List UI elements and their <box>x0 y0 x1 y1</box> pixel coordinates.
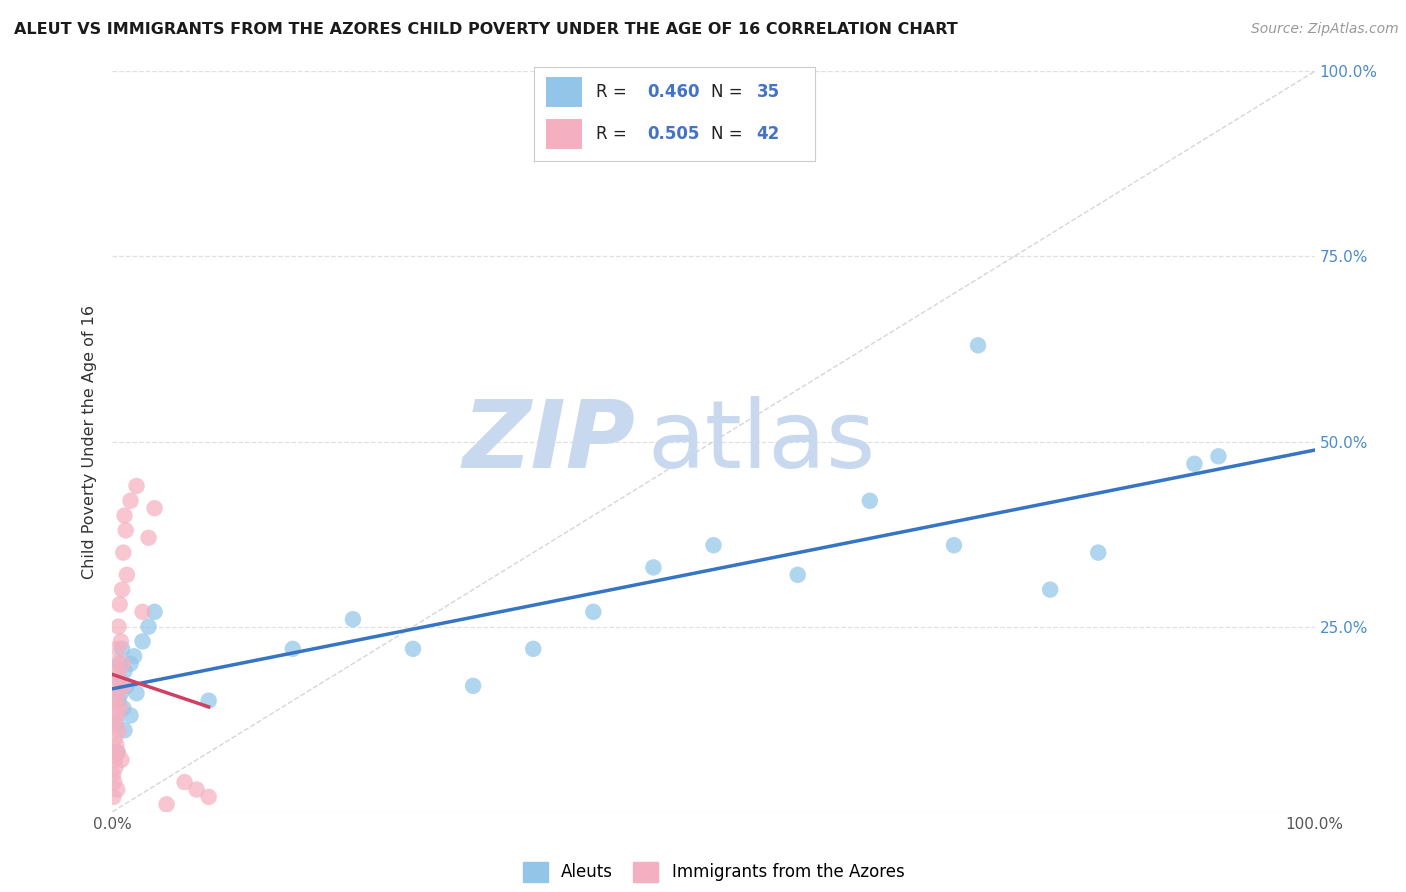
Text: 0.460: 0.460 <box>647 83 699 101</box>
Point <box>582 605 605 619</box>
Point <box>461 679 484 693</box>
Point <box>103 789 125 804</box>
Point <box>111 582 134 597</box>
Point <box>101 767 124 781</box>
Text: 0.505: 0.505 <box>647 126 699 144</box>
Text: N =: N = <box>711 83 748 101</box>
Point <box>1184 457 1206 471</box>
Point <box>104 694 127 708</box>
Point <box>186 782 208 797</box>
Point <box>107 641 129 656</box>
Point <box>107 694 129 708</box>
Point <box>120 657 142 671</box>
Point <box>197 694 219 708</box>
Point <box>967 338 990 352</box>
Point <box>107 746 129 760</box>
Point <box>114 524 136 538</box>
Point <box>125 479 148 493</box>
Text: 35: 35 <box>756 83 779 101</box>
Point <box>114 508 136 523</box>
Point <box>643 560 665 574</box>
Point <box>112 701 135 715</box>
Point <box>522 641 544 656</box>
Point <box>103 715 125 730</box>
Bar <box>546 120 582 149</box>
Text: R =: R = <box>596 83 633 101</box>
Point <box>138 619 160 633</box>
Point <box>120 708 142 723</box>
Point <box>108 657 131 671</box>
Point <box>342 612 364 626</box>
Point <box>111 641 134 656</box>
Point <box>942 538 965 552</box>
Point <box>131 605 153 619</box>
Point <box>110 701 132 715</box>
Point <box>143 605 166 619</box>
Point <box>112 679 135 693</box>
Text: 42: 42 <box>756 126 780 144</box>
Y-axis label: Child Poverty Under the Age of 16: Child Poverty Under the Age of 16 <box>82 304 97 579</box>
Point <box>107 723 129 738</box>
Point <box>105 782 128 797</box>
Point <box>125 686 148 700</box>
Point <box>110 753 132 767</box>
Point <box>104 760 127 774</box>
Legend: Aleuts, Immigrants from the Azores: Aleuts, Immigrants from the Azores <box>516 855 911 888</box>
Point <box>131 634 153 648</box>
Point <box>859 493 882 508</box>
Point <box>1208 450 1230 464</box>
Point <box>107 619 129 633</box>
Point <box>1039 582 1062 597</box>
Text: R =: R = <box>596 126 633 144</box>
Point <box>107 672 129 686</box>
Point <box>107 686 129 700</box>
Point <box>110 686 132 700</box>
Point <box>120 493 142 508</box>
Point <box>104 753 127 767</box>
Point <box>108 664 131 678</box>
Point <box>138 531 160 545</box>
Point <box>111 657 134 671</box>
Point <box>104 679 127 693</box>
Point <box>281 641 304 656</box>
Point <box>103 746 125 760</box>
Text: ALEUT VS IMMIGRANTS FROM THE AZORES CHILD POVERTY UNDER THE AGE OF 16 CORRELATIO: ALEUT VS IMMIGRANTS FROM THE AZORES CHIL… <box>14 22 957 37</box>
Point <box>105 746 128 760</box>
Point <box>105 672 128 686</box>
Text: Source: ZipAtlas.com: Source: ZipAtlas.com <box>1251 22 1399 37</box>
Point <box>197 789 219 804</box>
Point <box>173 775 195 789</box>
Point <box>155 797 177 812</box>
Point <box>115 567 138 582</box>
Point <box>115 679 138 693</box>
Point <box>786 567 808 582</box>
Point <box>112 546 135 560</box>
Point <box>702 538 725 552</box>
Point <box>105 715 128 730</box>
Point <box>402 641 425 656</box>
Point <box>105 708 128 723</box>
Point <box>114 723 136 738</box>
Point <box>143 501 166 516</box>
Point <box>103 701 125 715</box>
Point <box>105 657 128 671</box>
Text: atlas: atlas <box>647 395 876 488</box>
Bar <box>546 78 582 107</box>
Point <box>110 634 132 648</box>
Point <box>1087 546 1109 560</box>
Text: ZIP: ZIP <box>463 395 636 488</box>
Point <box>105 738 128 752</box>
Point <box>114 664 136 678</box>
Text: N =: N = <box>711 126 748 144</box>
Point <box>104 731 127 745</box>
Point <box>108 598 131 612</box>
Point <box>103 775 125 789</box>
Point <box>122 649 145 664</box>
